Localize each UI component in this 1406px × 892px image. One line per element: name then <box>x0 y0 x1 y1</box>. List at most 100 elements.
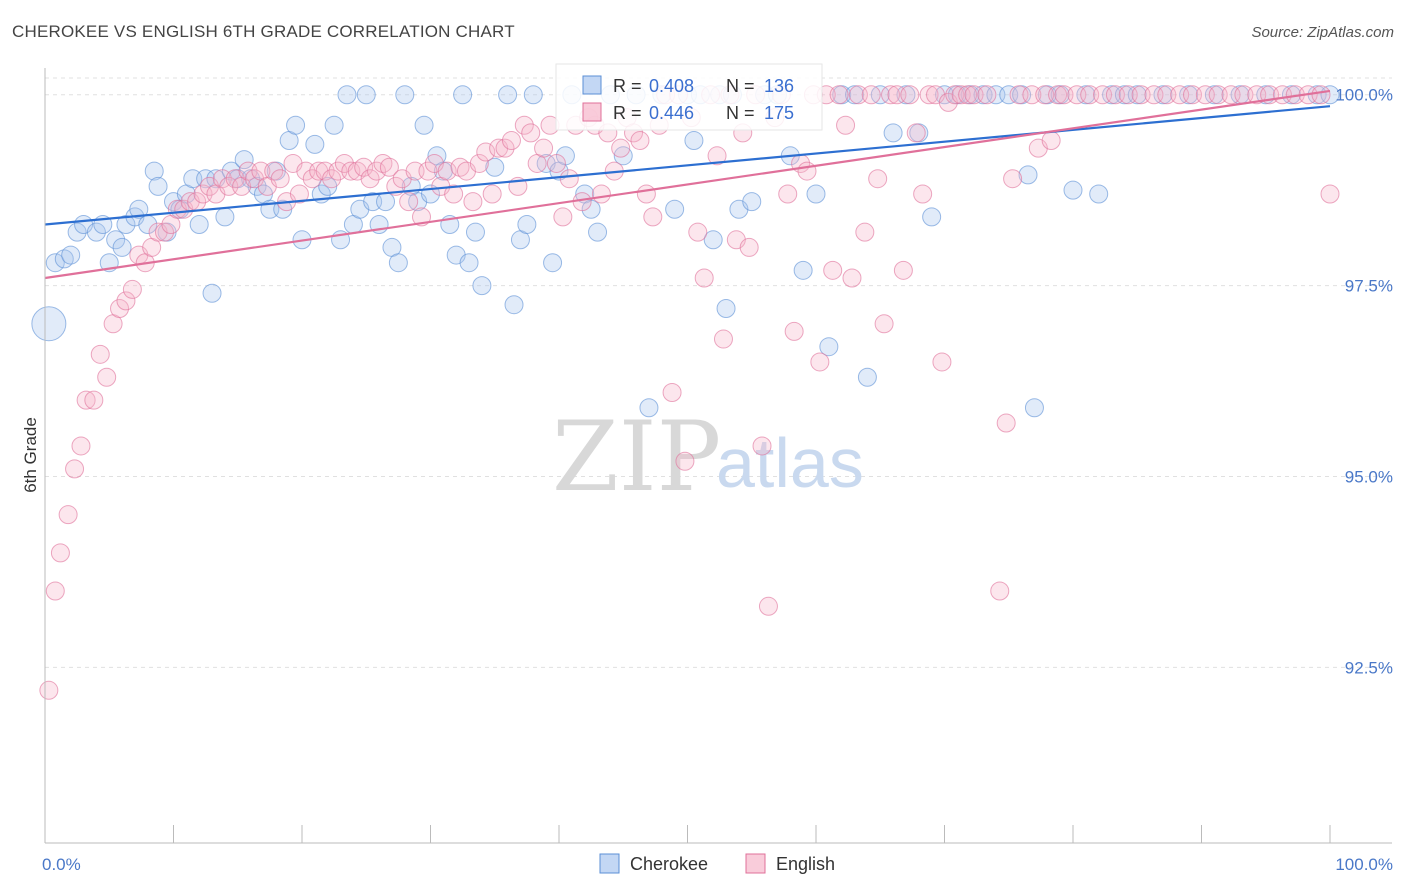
english-point <box>354 157 374 177</box>
english-point <box>1311 85 1331 105</box>
english-point <box>84 390 104 410</box>
watermark: ZIP atlas <box>552 401 864 513</box>
english-point <box>707 146 727 166</box>
english-point <box>919 85 939 105</box>
english-point <box>906 123 926 143</box>
cherokee-point <box>613 146 633 166</box>
cherokee-point <box>742 192 762 212</box>
english-point <box>829 85 849 105</box>
english-point <box>76 390 96 410</box>
english-point <box>810 352 830 372</box>
english-point <box>784 321 804 341</box>
cherokee-trend-line <box>44 105 1331 226</box>
english-point <box>65 459 85 479</box>
english-point <box>797 161 817 181</box>
english-point <box>482 184 502 204</box>
cherokee-point <box>485 157 505 177</box>
cherokee-point <box>517 215 537 235</box>
cherokee-point <box>472 276 492 296</box>
cherokee-point <box>1018 165 1038 185</box>
english-point <box>758 596 778 616</box>
r-label: R = <box>613 76 642 96</box>
cherokee-point <box>819 337 839 357</box>
cherokee-point <box>684 131 704 151</box>
english-point <box>1320 184 1340 204</box>
english-legend-swatch <box>582 102 602 122</box>
cherokee-point <box>414 115 434 135</box>
cherokee-point <box>129 199 149 219</box>
english-point <box>39 680 59 700</box>
cherokee-point <box>144 161 164 181</box>
english-point <box>71 436 91 456</box>
cherokee-point <box>857 367 877 387</box>
cherokee-point <box>305 134 325 154</box>
english-point <box>1048 85 1068 105</box>
english-point <box>874 314 894 334</box>
english-point <box>752 436 772 456</box>
axes <box>44 68 1392 844</box>
cherokee-point <box>1024 398 1044 418</box>
english-point <box>270 169 290 189</box>
n-value: 136 <box>764 76 794 96</box>
cherokee-point <box>215 207 235 227</box>
cherokee-point <box>665 199 685 219</box>
english-point <box>110 299 130 319</box>
english-point <box>636 184 656 204</box>
english-point <box>534 138 554 158</box>
english-point <box>322 169 342 189</box>
english-point <box>611 138 631 158</box>
y-tick-label: 95.0% <box>1345 467 1393 486</box>
cherokee-point <box>523 85 543 105</box>
english-point <box>444 184 464 204</box>
english-point <box>990 581 1010 601</box>
english-point <box>45 581 65 601</box>
english-point <box>958 85 978 105</box>
english-point <box>50 543 70 563</box>
english-point <box>116 291 136 311</box>
cherokee-point <box>189 215 209 235</box>
cherokee-point <box>324 115 344 135</box>
cherokee-legend-swatch-bottom <box>599 853 620 874</box>
english-point <box>1041 131 1061 151</box>
watermark-atlas: atlas <box>716 424 864 502</box>
english-point <box>341 161 361 181</box>
english-point <box>694 268 714 288</box>
english-point <box>521 123 541 143</box>
english-point <box>58 505 78 525</box>
cherokee-point <box>376 192 396 212</box>
english-point <box>418 161 438 181</box>
y-tick-label: 100.0% <box>1335 86 1393 105</box>
english-point <box>90 344 110 364</box>
trend-lines <box>44 89 1331 280</box>
english-point <box>643 207 663 227</box>
english-legend-swatch-bottom <box>745 853 766 874</box>
english-point <box>1003 169 1023 189</box>
cherokee-point <box>337 85 357 105</box>
cherokee-point <box>247 176 267 196</box>
cherokee-point <box>793 260 813 280</box>
english-point <box>688 222 708 242</box>
cherokee-legend-label: Cherokee <box>630 854 708 874</box>
english-point <box>367 161 387 181</box>
english-point <box>823 260 843 280</box>
cherokee-point <box>453 85 473 105</box>
cherokee-point <box>61 245 81 265</box>
english-point <box>495 138 515 158</box>
english-point <box>778 184 798 204</box>
x-tick-label: 0.0% <box>42 855 81 874</box>
english-point <box>155 222 175 242</box>
english-point <box>264 161 284 181</box>
cherokee-point <box>86 222 106 242</box>
x-tick-labels: 0.0% 100.0% <box>42 855 1393 874</box>
english-point <box>360 169 380 189</box>
english-point <box>977 85 997 105</box>
english-point <box>932 352 952 372</box>
n-label: N = <box>726 103 755 123</box>
y-axis-label: 6th Grade <box>21 417 40 493</box>
english-point <box>553 207 573 227</box>
cherokee-point <box>922 207 942 227</box>
english-point <box>713 329 733 349</box>
english-point <box>501 131 521 151</box>
english-point <box>559 169 579 189</box>
